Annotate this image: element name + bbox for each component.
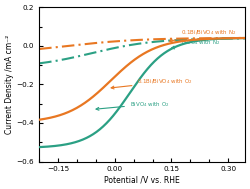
X-axis label: Potential /V vs. RHE: Potential /V vs. RHE xyxy=(104,175,180,184)
Y-axis label: Current Density /mA cm⁻²: Current Density /mA cm⁻² xyxy=(5,35,14,134)
Text: BiVO$_4$ with O$_2$: BiVO$_4$ with O$_2$ xyxy=(96,100,170,110)
Text: 0.1Bi/BiVO$_4$ with O$_2$: 0.1Bi/BiVO$_4$ with O$_2$ xyxy=(111,77,193,89)
Text: BiVO$_4$ with N$_2$: BiVO$_4$ with N$_2$ xyxy=(172,38,220,49)
Text: 0.1Bi/BiVO$_4$ with N$_2$: 0.1Bi/BiVO$_4$ with N$_2$ xyxy=(170,28,236,42)
